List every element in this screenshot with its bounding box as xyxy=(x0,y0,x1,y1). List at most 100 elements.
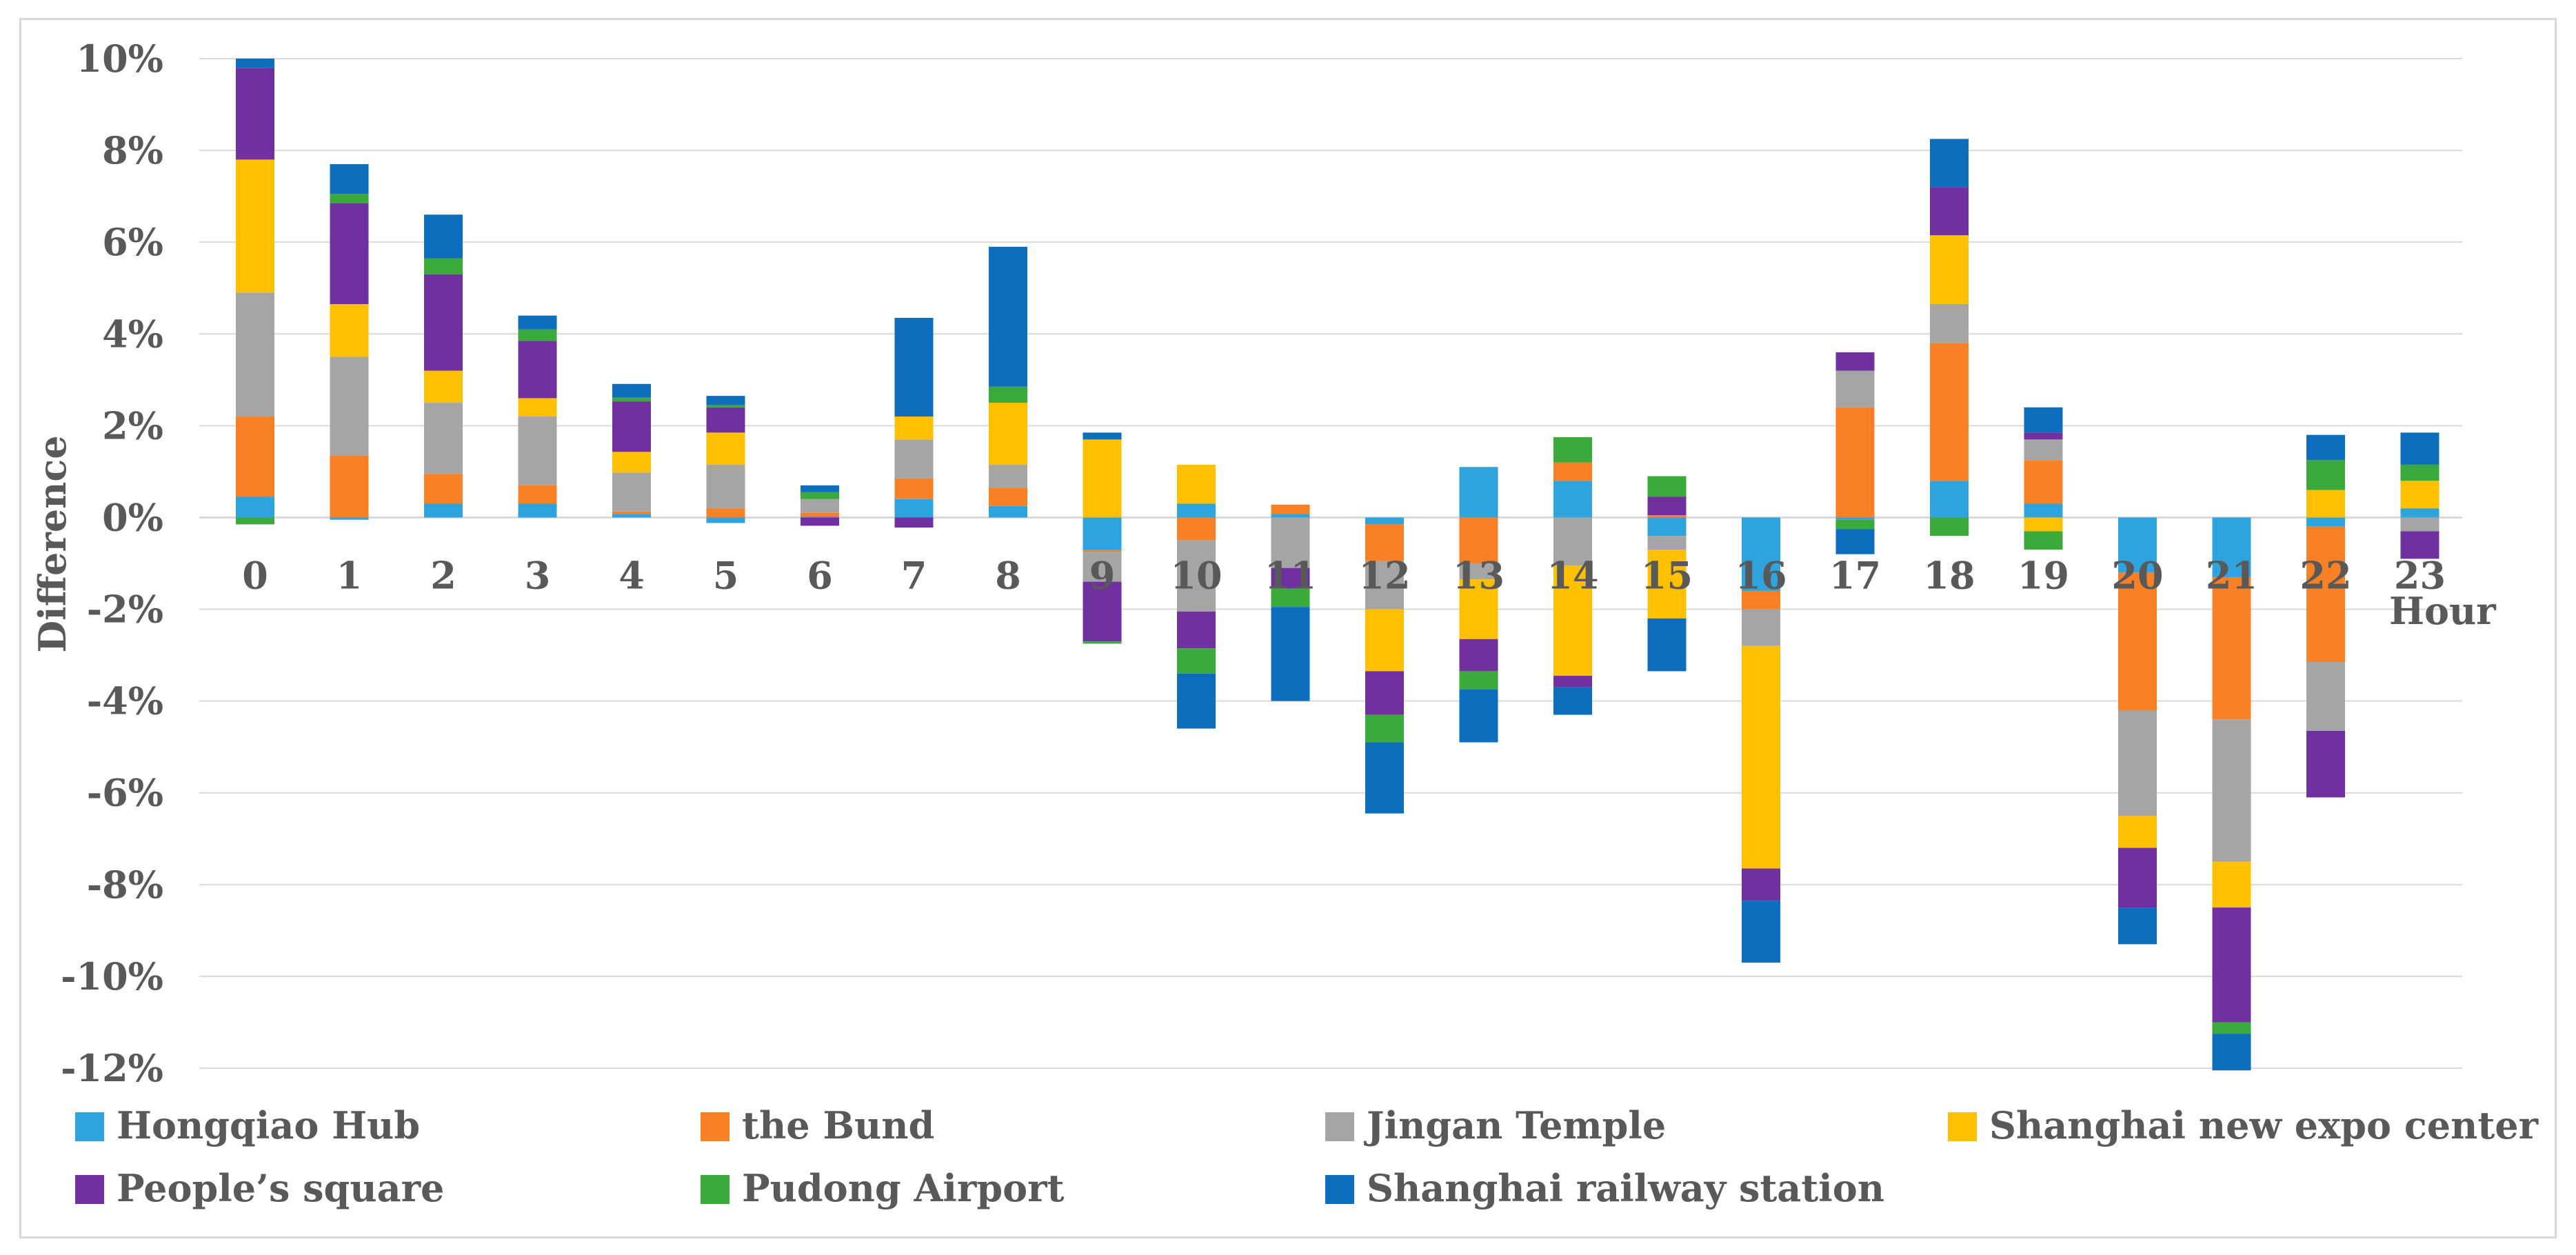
bar-segment xyxy=(612,472,651,512)
bar-segment xyxy=(612,401,651,452)
bar-segment xyxy=(706,396,745,405)
y-tick-label: -12% xyxy=(61,1046,163,1090)
legend-label: the Bund xyxy=(742,1103,934,1147)
bar-segment xyxy=(1553,687,1592,715)
bar-segment xyxy=(894,478,934,499)
bar-segment xyxy=(1459,517,1498,563)
bar-segment xyxy=(1835,519,1875,530)
bar-segment xyxy=(1271,568,1310,589)
bar-segment xyxy=(236,416,274,497)
bar-segment xyxy=(2306,662,2345,731)
bar-segment xyxy=(2024,460,2063,504)
y-tick-label: -10% xyxy=(61,954,163,998)
legend-item: the Bund xyxy=(701,1103,934,1147)
x-tick-label: 15 xyxy=(1641,553,1693,597)
bar-segment xyxy=(1083,439,1122,518)
y-tick-label: -4% xyxy=(87,679,163,723)
bar-segment xyxy=(330,194,369,203)
bar-segment xyxy=(1742,517,1780,591)
bar-segment xyxy=(2306,490,2345,518)
bar-segment xyxy=(236,59,274,68)
legend-item: Shanghai railway station xyxy=(1325,1166,1884,1210)
legend-swatch xyxy=(701,1112,729,1141)
bar-segment xyxy=(1459,671,1498,690)
legend-label: Pudong Airport xyxy=(742,1166,1065,1210)
bar-segment xyxy=(706,405,745,408)
bars xyxy=(236,59,2439,1071)
bar-segment xyxy=(2118,572,2157,710)
legend-label: Hongqiao Hub xyxy=(117,1103,420,1147)
bar-segment xyxy=(518,315,557,330)
legend-item: Jingan Temple xyxy=(1325,1103,1666,1147)
bar-segment xyxy=(2118,517,2157,573)
bar-segment xyxy=(424,214,463,259)
bar-segment xyxy=(894,439,934,479)
legend-item: Hongqiao Hub xyxy=(75,1103,420,1147)
bar-segment xyxy=(989,246,1027,387)
x-axis-ticks: 0 1 2 3 4 5 6 7 8 9 10 11 12 13 14 15 16 17 18 19 20 21 22 23 xyxy=(242,553,2446,597)
bar-segment xyxy=(330,304,369,357)
bar-segment xyxy=(518,329,557,341)
bar-segment xyxy=(2400,508,2439,518)
x-tick-label: 13 xyxy=(1453,553,1505,597)
bar-segment xyxy=(330,455,369,518)
bar-segment xyxy=(1177,464,1216,504)
bar-segment xyxy=(1365,714,1404,743)
bar-segment xyxy=(1177,517,1216,541)
bar-segment xyxy=(1365,742,1404,814)
bar-segment xyxy=(1742,590,1780,610)
x-tick-label: 12 xyxy=(1358,553,1410,597)
bar-segment xyxy=(236,517,274,525)
x-tick-label: 14 xyxy=(1547,553,1598,597)
bar-segment xyxy=(424,258,463,274)
bar-segment xyxy=(801,517,839,526)
bar-segment xyxy=(2024,439,2063,461)
bar-segment xyxy=(989,505,1027,518)
legend-item: People’s square xyxy=(75,1166,444,1210)
legend-label: Shanghai railway station xyxy=(1367,1166,1884,1210)
bar-segment xyxy=(1459,579,1498,639)
bar-segment xyxy=(518,503,557,518)
x-tick-label: 1 xyxy=(336,553,363,597)
bar-segment xyxy=(801,499,839,513)
bar-segment xyxy=(706,508,745,518)
legend-swatch xyxy=(1948,1112,1977,1141)
bar-segment xyxy=(2212,719,2251,862)
bar-segment xyxy=(2400,481,2439,509)
bar-segment xyxy=(612,397,651,402)
bar-segment xyxy=(2400,432,2439,465)
bar-segment xyxy=(989,488,1027,506)
bar-segment xyxy=(1647,517,1687,536)
x-tick-label: 17 xyxy=(1829,553,1881,597)
bar-segment xyxy=(894,499,934,518)
bar-segment xyxy=(1647,515,1687,518)
bar-segment xyxy=(1177,540,1216,612)
bar-segment xyxy=(2306,730,2345,798)
bar-segment xyxy=(2024,531,2063,550)
bar-segment xyxy=(2118,847,2157,908)
bar-segment xyxy=(989,464,1027,488)
bar-segment xyxy=(330,517,369,520)
bar-segment xyxy=(2400,464,2439,481)
bar-segment xyxy=(518,416,557,485)
bar-segment xyxy=(2212,861,2251,908)
bar-segment xyxy=(1271,517,1310,568)
bar-segment xyxy=(236,159,274,293)
bar-segment xyxy=(2118,710,2157,816)
x-tick-label: 0 xyxy=(242,553,268,597)
bar-segment xyxy=(1177,648,1216,674)
x-tick-label: 2 xyxy=(430,553,456,597)
bar-segment xyxy=(1083,641,1122,644)
legend-label: Jingan Temple xyxy=(1364,1103,1666,1147)
bar-segment xyxy=(1365,517,1404,525)
bar-segment xyxy=(236,292,274,417)
x-tick-label: 4 xyxy=(618,553,645,597)
bar-segment xyxy=(236,496,274,518)
bar-segment xyxy=(2306,434,2345,461)
bar-segment xyxy=(1647,476,1687,497)
bar-segment xyxy=(1365,561,1404,610)
x-tick-label: 3 xyxy=(525,553,551,597)
bar-segment xyxy=(2400,531,2439,559)
bar-segment xyxy=(1553,481,1592,518)
